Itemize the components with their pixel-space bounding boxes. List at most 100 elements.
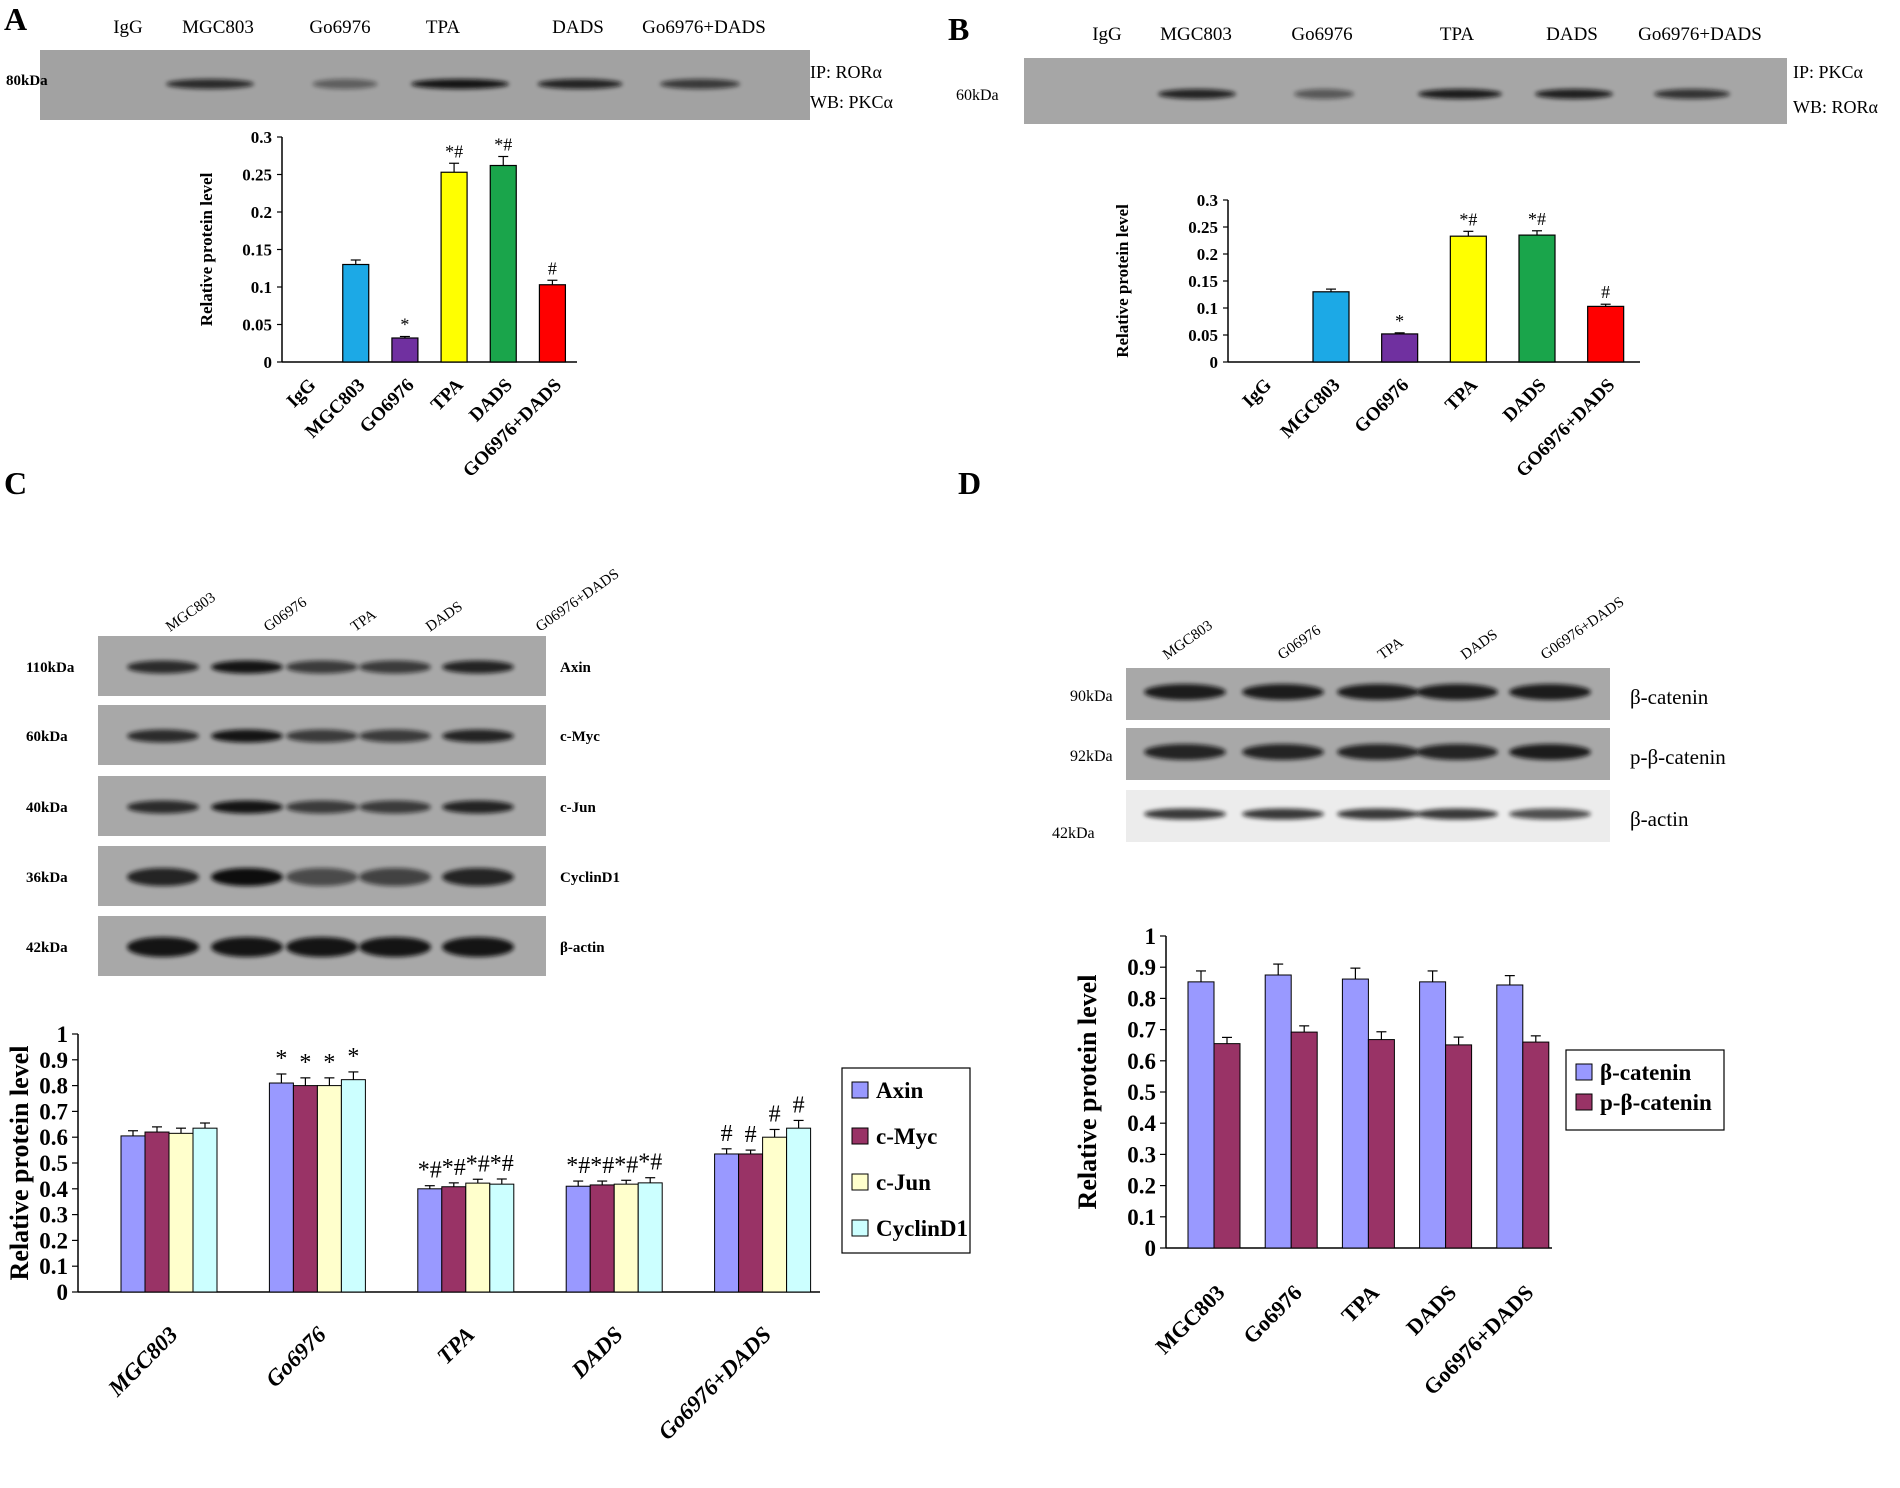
significance-label: *# [614,1152,638,1178]
x-category-label: MGC803 [1277,375,1345,443]
bar--catenin [1496,984,1524,1249]
blot-c-lane-label: G06976 [261,594,310,635]
blot-a-band [411,79,509,89]
blot-a-wb-label: WB: PKCα [810,92,894,112]
bar [489,164,517,363]
bar-axin [565,1185,591,1293]
legend-label: c-Jun [876,1170,931,1195]
significance-label: *# [418,1158,442,1184]
bar-c-myc [589,1184,615,1293]
y-tick-label: 0.1 [1197,299,1218,318]
x-category-label: TPA [432,1322,479,1369]
bar-axin [268,1082,294,1293]
blot-b-ip-label: IP: PKCα [1793,62,1864,82]
blot-d-lane-label: DADS [1458,627,1501,664]
y-tick-label: 0.9 [1127,955,1156,980]
blot-a: IgG MGC803 Go6976 TPA DADS Go6976+DADS 80kDa IP… [6,17,894,120]
blot-b-band [1654,89,1730,99]
bar-cyclind1 [786,1127,812,1293]
panel-label-b: B [948,11,969,47]
legend: Axin c-Myc c-Jun CyclinD1 [841,1067,971,1254]
blot-d-band [1416,808,1498,820]
blot-a-lane-label: DADS [552,17,604,38]
y-tick-label: 0.6 [39,1125,68,1150]
x-category-label: Go6976 [1238,1280,1307,1349]
blot-c-marker: 40kDa [26,800,68,816]
bar [538,284,567,363]
blot-a-lane-label: TPA [426,17,460,38]
blot-c-band [127,937,199,957]
bar [342,263,370,363]
y-tick-label: 0.7 [1127,1018,1156,1043]
blot-c-lane-label: G06976+DADS [533,566,622,635]
y-tick-label: 0.5 [39,1151,68,1176]
blot-c-band [286,868,358,886]
blot-b-membrane [1024,58,1787,124]
blot-c-protein-label: CyclinD1 [560,870,620,886]
x-category-label: TPA [427,374,468,415]
blot-c-lane-label: MGC803 [163,590,219,636]
significance-label: * [1395,311,1404,331]
bar [1449,235,1487,363]
legend-swatch [851,1127,869,1145]
blot-c-band [359,729,431,743]
significance-label: *# [466,1151,490,1177]
bar-cyclind1 [489,1183,515,1293]
blot-a-band [537,79,623,89]
blot-d-band [1509,808,1591,820]
bar-cyclind1 [192,1127,218,1293]
blot-d-band [1242,808,1324,820]
legend-swatch [1575,1063,1593,1081]
blot-d-lane-label: TPA [1375,635,1406,664]
blot-c-protein-label: Axin [560,660,592,676]
y-tick-label: 0.6 [1127,1049,1156,1074]
significance-label: *# [442,1155,466,1181]
x-category-label: GO6976 [1351,375,1414,438]
bar-cyclind1 [340,1079,366,1293]
blot-c-protein-label: c-Jun [560,800,596,816]
y-tick-label: 0.2 [251,203,272,222]
blot-a-band [660,79,740,89]
blot-b: IgG MGC803 Go6976 TPA DADS Go6976+DADS 60kDa IP… [956,24,1879,124]
x-category-label: TPA [1336,1280,1384,1328]
blot-c-band [442,729,514,743]
blot-c-marker: 110kDa [26,660,75,676]
bar [391,337,419,363]
blot-b-lane-label: MGC803 [1160,24,1232,45]
bar-p-catenin [1367,1039,1395,1249]
blot-d-band [1242,744,1324,760]
x-category-label: MGC803 [1151,1280,1230,1359]
significance-label: * [299,1050,311,1076]
bar [1312,291,1350,363]
blot-c-lane-label: TPA [348,607,379,636]
blot-d-band [1242,684,1324,700]
blot-c-band [286,729,358,743]
significance-label: *# [494,135,512,155]
legend-swatch [851,1081,869,1099]
bar-c-myc [738,1153,764,1293]
blot-c-band [211,868,283,886]
blot-c-band [286,660,358,674]
x-category-label: Go6976 [261,1322,331,1392]
blot-d-protein-label: β-catenin [1630,685,1709,709]
blot-a-lane-label: IgG [113,17,143,38]
chart-a: 0 0.05 0.1 0.15 0.2 0.25 0.3 Relative protein l… [197,128,577,482]
blot-b-band [1294,89,1354,99]
blot-d-protein-label: β-actin [1630,807,1689,831]
blot-c: MGC803 G06976 TPA DADS G06976+DADS 110kDa Axin… [26,566,622,976]
y-tick-label: 0.4 [1127,1111,1156,1136]
blot-b-lane-label: DADS [1546,24,1598,45]
significance-label: *# [566,1153,590,1179]
chart-b: 0 0.05 0.1 0.15 0.2 0.25 0.3 Relative protein l… [1113,191,1640,482]
blot-d-band [1509,684,1591,700]
blot-d-band [1144,684,1226,700]
bar [1587,305,1625,363]
significance-label: * [400,315,409,335]
blot-c-band [211,937,283,957]
y-tick-label: 0.05 [242,316,272,335]
chart-c: 00.10.20.30.40.50.60.70.80.91 Relative pr… [5,1022,971,1445]
blot-c-band [286,937,358,957]
blot-d-marker: 42kDa [1052,825,1095,842]
bar-p-catenin [1445,1044,1473,1249]
legend-label: β-catenin [1600,1060,1692,1085]
